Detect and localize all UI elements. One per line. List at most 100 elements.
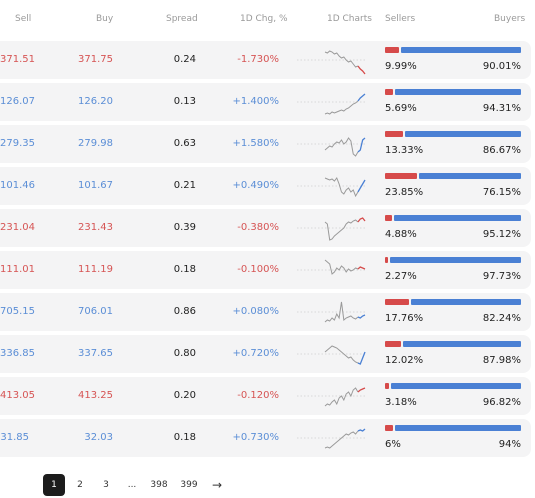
buy-price: 706.01 [78, 306, 113, 317]
sparkline-recent [357, 314, 366, 319]
sparkline-chart [297, 428, 367, 449]
buyers-bar [394, 215, 521, 221]
sentiment-bar: 4.88% 95.12% [385, 215, 521, 243]
sparkline-recent [357, 266, 366, 270]
sentiment-bar: 13.33% 86.67% [385, 131, 521, 159]
sellers-percent: 5.69% [385, 103, 417, 114]
table-row[interactable]: 231.04 231.43 0.39 -0.380% 4.88% 95.12% [0, 209, 531, 247]
buyers-bar [411, 299, 521, 305]
buyers-percent: 76.15% [482, 187, 521, 198]
spread-value: 0.18 [173, 264, 196, 275]
table-row[interactable]: 705.15 706.01 0.86 +0.080% 17.76% 82.24% [0, 293, 531, 331]
sparkline-recent [357, 179, 366, 193]
header-sell: Sell [15, 14, 32, 24]
buyers-percent: 90.01% [482, 61, 521, 72]
table-row[interactable]: 31.85 32.03 0.18 +0.730% 6% 94% [0, 419, 531, 457]
table-row[interactable]: 336.85 337.65 0.80 +0.720% 12.02% 87.98% [0, 335, 531, 373]
pagination: 1 2 3... 398 399 → [0, 474, 535, 498]
page-button-398[interactable]: 398 [150, 480, 168, 490]
buyers-percent: 94.31% [482, 103, 521, 114]
sellers-bar [385, 131, 403, 137]
header-buy: Buy [96, 14, 114, 24]
page-button-3[interactable]: 3 [103, 480, 109, 490]
daily-change: -0.380% [237, 222, 279, 233]
sell-price: 111.01 [0, 264, 35, 275]
sparkline-chart [297, 301, 367, 323]
page-button-2[interactable]: 2 [77, 480, 83, 490]
sparkline-recent [357, 93, 366, 102]
spread-value: 0.80 [173, 348, 196, 359]
sellers-percent: 4.88% [385, 229, 417, 240]
daily-change: +0.490% [232, 180, 279, 191]
arrow-right-icon[interactable]: → [211, 478, 223, 492]
spread-value: 0.18 [173, 432, 196, 443]
daily-change: -1.730% [237, 54, 279, 65]
sparkline-history [324, 50, 359, 68]
buyers-bar [395, 425, 521, 431]
sell-price: 705.15 [0, 306, 35, 317]
sell-price: 101.46 [0, 180, 35, 191]
spread-value: 0.24 [173, 54, 196, 65]
sparkline-history [324, 259, 359, 275]
table-row[interactable]: 126.07 126.20 0.13 +1.400% 5.69% 94.31% [0, 83, 531, 121]
sellers-percent: 9.99% [385, 61, 417, 72]
sell-price: 336.85 [0, 348, 35, 359]
sentiment-bar: 6% 94% [385, 425, 521, 453]
buyers-percent: 97.73% [482, 271, 521, 282]
sparkline-chart [297, 50, 367, 75]
table-row[interactable]: 111.01 111.19 0.18 -0.100% 2.27% 97.73% [0, 251, 531, 289]
sparkline-recent [357, 217, 366, 223]
sparkline-chart [297, 93, 367, 115]
sentiment-bar: 3.18% 96.82% [385, 383, 521, 411]
table-row[interactable]: 279.35 279.98 0.63 +1.580% 13.33% 86.67% [0, 125, 531, 163]
spread-value: 0.20 [173, 390, 196, 401]
sellers-percent: 2.27% [385, 271, 417, 282]
pagination-ellipsis: ... [127, 480, 137, 490]
sparkline-history [324, 430, 359, 449]
sentiment-bar: 17.76% 82.24% [385, 299, 521, 327]
buy-price: 126.20 [78, 96, 113, 107]
buy-price: 337.65 [78, 348, 113, 359]
sellers-bar [385, 425, 393, 431]
table-row[interactable]: 101.46 101.67 0.21 +0.490% 23.85% 76.15% [0, 167, 531, 205]
table-row[interactable]: 413.05 413.25 0.20 -0.120% 3.18% 96.82% [0, 377, 531, 415]
sellers-percent: 17.76% [385, 313, 424, 324]
sellers-bar [385, 341, 401, 347]
buyers-percent: 87.98% [482, 355, 521, 366]
buyers-bar [391, 383, 521, 389]
sparkline-history [324, 301, 359, 323]
sentiment-bar: 9.99% 90.01% [385, 47, 521, 75]
spread-value: 0.63 [173, 138, 196, 149]
sellers-percent: 12.02% [385, 355, 424, 366]
buy-price: 111.19 [78, 264, 113, 275]
sparkline-history [324, 137, 359, 157]
sellers-bar [385, 383, 389, 389]
page-button-399[interactable]: 399 [180, 480, 198, 490]
sellers-bar [385, 257, 388, 263]
sellers-percent: 3.18% [385, 397, 417, 408]
buy-price: 101.67 [78, 180, 113, 191]
table-row[interactable]: 371.51 371.75 0.24 -1.730% 9.99% 90.01% [0, 41, 531, 79]
sellers-bar [385, 299, 409, 305]
sellers-percent: 6% [385, 439, 401, 450]
page-button-1[interactable]: 1 [43, 474, 65, 496]
buyers-percent: 94% [498, 439, 521, 450]
spread-value: 0.13 [173, 96, 196, 107]
buyers-bar [390, 257, 521, 263]
sparkline-chart [297, 259, 367, 275]
sell-price: 413.05 [0, 390, 35, 401]
buyers-bar [395, 89, 521, 95]
daily-change: +0.080% [232, 306, 279, 317]
buy-price: 413.25 [78, 390, 113, 401]
sparkline-chart [297, 217, 367, 241]
sell-price: 31.85 [0, 432, 29, 443]
sellers-percent: 13.33% [385, 145, 424, 156]
buyers-bar [401, 47, 521, 53]
buy-price: 32.03 [84, 432, 113, 443]
header-buyers: Buyers [494, 14, 526, 24]
buy-price: 231.43 [78, 222, 113, 233]
spread-value: 0.21 [173, 180, 196, 191]
header-sellers: Sellers [385, 14, 416, 24]
sentiment-bar: 5.69% 94.31% [385, 89, 521, 117]
buy-price: 371.75 [78, 54, 113, 65]
